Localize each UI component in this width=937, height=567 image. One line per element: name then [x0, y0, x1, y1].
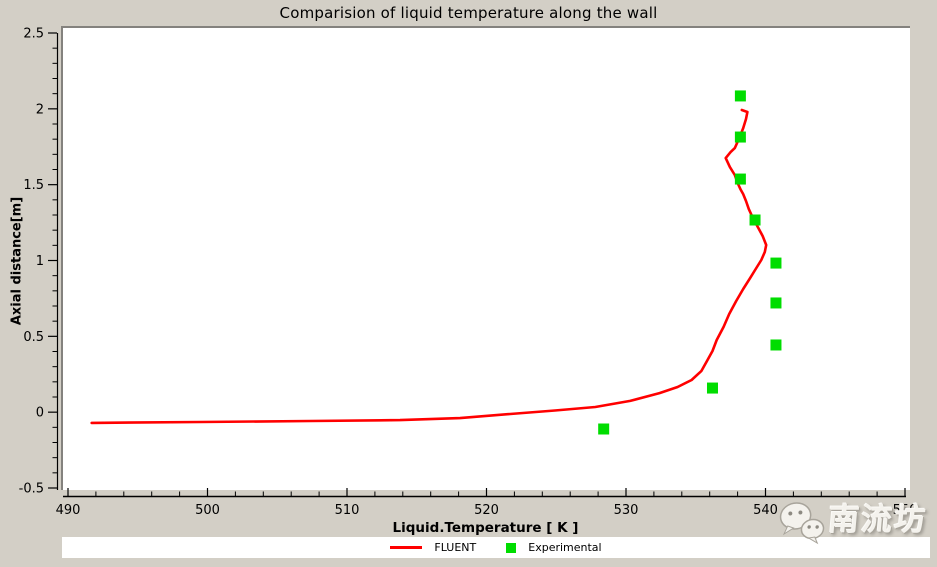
watermark: 南流坊: [776, 497, 930, 549]
y-tick-label: 2: [36, 102, 44, 117]
legend-item-experimental: Experimental: [506, 541, 602, 554]
y-tick-label: 0.5: [23, 330, 44, 345]
x-tick-label: 510: [335, 503, 360, 518]
x-tick-label: 540: [753, 503, 778, 518]
x-axis-label: Liquid.Temperature [ K ]: [392, 520, 579, 536]
legend-bar: FLUENT Experimental: [62, 537, 930, 558]
experimental-legend-label: Experimental: [528, 541, 602, 554]
y-axis-label: Axial distance[m]: [9, 196, 25, 326]
legend-item-fluent: FLUENT: [390, 541, 476, 554]
chart-title: Comparision of liquid temperature along …: [279, 4, 658, 22]
plot-area: [61, 26, 910, 490]
x-tick-label: 500: [195, 503, 220, 518]
y-tick-label: 2.5: [23, 27, 44, 42]
fluent-legend-label: FLUENT: [434, 541, 477, 554]
watermark-text: 南流坊: [826, 502, 929, 538]
y-tick-label: 1.5: [23, 178, 44, 193]
y-tick-label: 1: [36, 254, 44, 269]
y-tick-label: -0.5: [19, 482, 44, 497]
x-tick-label: 490: [56, 503, 81, 518]
wechat-icon: [776, 497, 831, 549]
x-tick-label: 530: [614, 503, 639, 518]
experimental-marker-swatch: [506, 542, 517, 553]
y-tick-label: 0: [36, 406, 44, 421]
fluent-line-swatch: [390, 546, 423, 549]
x-tick-label: 520: [474, 503, 499, 518]
